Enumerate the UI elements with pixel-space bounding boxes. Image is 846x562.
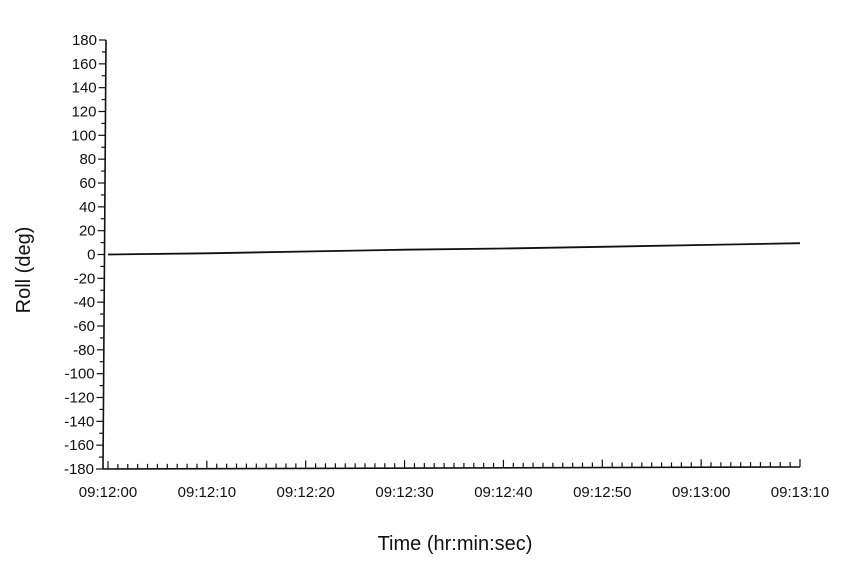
- x-tick-label: 09:12:00: [79, 484, 137, 501]
- y-tick-label: -160: [64, 437, 94, 454]
- y-tick-label: 20: [79, 223, 96, 240]
- x-tick-label: 09:12:30: [375, 484, 433, 501]
- x-axis-line: [102, 466, 801, 470]
- y-tick-label: -60: [73, 318, 95, 335]
- y-tick-label: 180: [72, 32, 97, 49]
- y-tick-label: -120: [64, 390, 94, 407]
- x-tick-label: 09:12:40: [474, 484, 532, 501]
- x-tick-label: 09:12:10: [178, 484, 236, 501]
- y-tick-label: -100: [65, 366, 95, 383]
- y-tick-label: 80: [79, 151, 96, 168]
- y-tick-label: 140: [72, 80, 97, 97]
- y-tick-label: -20: [74, 270, 96, 287]
- y-tick-label: -140: [64, 413, 94, 430]
- y-tick-label: -40: [73, 294, 95, 311]
- y-tick-label: 120: [71, 104, 96, 121]
- x-tick-label: 09:12:20: [277, 484, 335, 501]
- x-axis: 09:12:00 09:12:10 09:12:20 09:12:30 09:12:40…: [79, 459, 829, 501]
- y-tick-label: 100: [71, 127, 96, 144]
- y-tick-label: 0: [87, 247, 95, 264]
- y-tick-label: -80: [73, 342, 95, 359]
- y-tick-label: 40: [79, 199, 96, 216]
- series-group: [107, 242, 801, 256]
- y-tick-label: 60: [79, 175, 96, 192]
- y-axis: -180 -160 -140 -120 -100 -80 -60 -40 -20 0 20 40 60 8…: [64, 32, 107, 478]
- y-tick-label: 160: [72, 56, 97, 73]
- y-tick-label: -180: [64, 461, 94, 478]
- y-axis-label: Roll (deg): [13, 227, 35, 314]
- series-line-1: [107, 242, 801, 256]
- x-axis-label: Time (hr:min:sec): [378, 533, 533, 555]
- x-tick-label: 09:13:10: [771, 484, 829, 501]
- x-tick-label: 09:12:50: [573, 484, 631, 501]
- x-tick-label: 09:13:00: [672, 484, 730, 501]
